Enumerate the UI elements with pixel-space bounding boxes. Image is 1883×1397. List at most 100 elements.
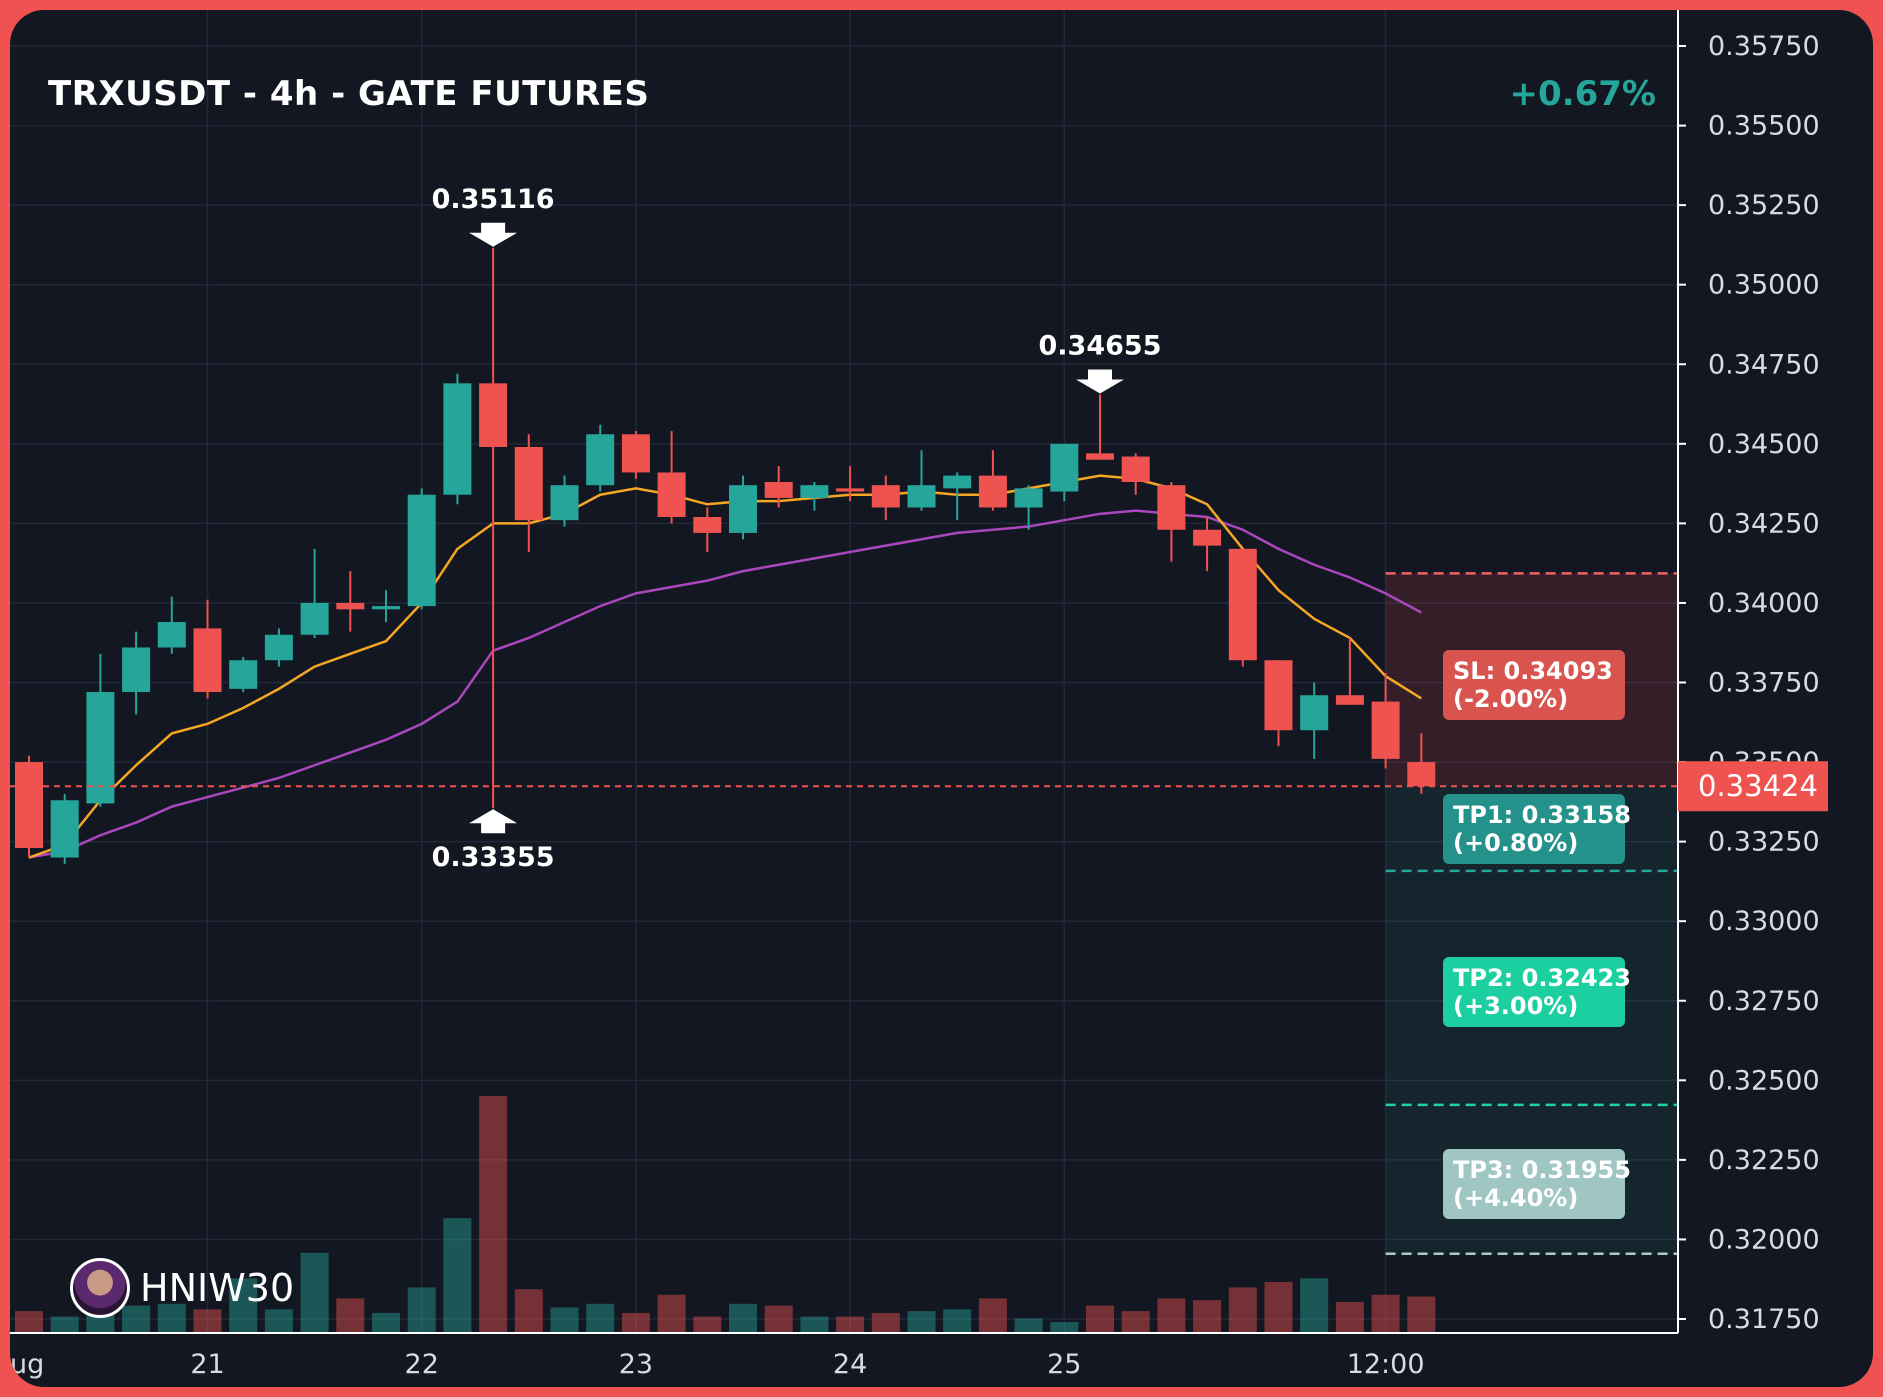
candle-body: [657, 472, 686, 518]
candle-body: [907, 485, 936, 508]
candle-body: [1014, 488, 1043, 508]
candle: [1371, 672, 1400, 769]
high-annotation: 0.35116: [432, 184, 555, 247]
candle: [479, 247, 508, 809]
volume-bar: [729, 1303, 757, 1333]
candle-body: [1228, 548, 1257, 661]
volume-bar: [1086, 1305, 1114, 1333]
candle: [1193, 517, 1222, 572]
candle: [1264, 660, 1293, 747]
level-label-tp1: TP1: 0.33158(+0.80%): [1443, 794, 1631, 864]
candle-body: [800, 485, 829, 498]
candle-body: [693, 517, 722, 533]
candle: [978, 450, 1007, 511]
volume-bar: [550, 1307, 579, 1333]
level-label-price: TP1: 0.33158: [1453, 801, 1631, 829]
candle: [407, 488, 436, 610]
level-label-box: [1443, 650, 1625, 720]
candle-body: [978, 475, 1007, 508]
candle: [800, 482, 829, 511]
volume-bar: [621, 1312, 650, 1333]
y-tick-label: 0.33000: [1708, 906, 1820, 937]
y-tick-label: 0.35750: [1708, 31, 1820, 62]
candle-body: [1050, 443, 1079, 492]
candle: [1407, 733, 1436, 794]
annotation-label: 0.34655: [1039, 330, 1162, 361]
level-label-price: TP2: 0.32423: [1453, 964, 1631, 992]
y-tick-label: 0.34000: [1708, 588, 1820, 619]
volume-bar: [193, 1309, 222, 1333]
candle-body: [836, 488, 865, 492]
candle-body: [1121, 456, 1150, 483]
candle-body: [550, 485, 579, 521]
volume-bar: [1264, 1281, 1293, 1333]
high-annotation: 0.34655: [1039, 330, 1162, 394]
candle-body: [764, 482, 793, 498]
candle: [943, 472, 972, 521]
level-label-box: [1443, 794, 1625, 864]
x-tick-label: 12:00: [1347, 1349, 1425, 1380]
volume-bar: [800, 1316, 829, 1333]
candle: [550, 475, 579, 527]
candle-body: [1264, 660, 1293, 731]
chart-frame: SL: 0.34093 (-2.00%) TP1: 0.33158 (+0.80%) T…: [10, 10, 1873, 1387]
y-tick-label: 0.34250: [1708, 508, 1820, 539]
candle-body: [1371, 701, 1400, 759]
candle: [514, 434, 543, 553]
candle: [372, 590, 400, 623]
volume-bar: [443, 1218, 472, 1333]
candle: [907, 450, 936, 511]
volume-bar: [479, 1096, 508, 1333]
candle-body: [15, 762, 43, 848]
y-tick-label: 0.35000: [1708, 270, 1820, 301]
candle-body: [586, 434, 615, 486]
candle: [621, 431, 650, 479]
level-label-box: [1443, 1149, 1625, 1219]
candle-body: [193, 628, 222, 693]
candle-body: [122, 647, 151, 693]
level-label-price: TP3: 0.31955: [1453, 1156, 1631, 1184]
price-change: +0.67%: [1509, 74, 1656, 114]
volume-bar: [336, 1298, 365, 1333]
candle: [122, 631, 151, 715]
candle: [1300, 682, 1329, 759]
arrow-up-icon: [469, 809, 518, 834]
arrow-down-icon: [1076, 369, 1124, 394]
volume-bar: [1407, 1296, 1436, 1333]
level-label-box: [1443, 957, 1625, 1027]
volume-bar: [1157, 1298, 1186, 1333]
candle-body: [514, 446, 543, 521]
candle-body: [50, 800, 79, 858]
volume-bar: [1014, 1318, 1043, 1333]
candle: [836, 466, 865, 502]
volume-bar: [407, 1287, 436, 1333]
level-label-percent: (+4.40%): [1453, 1184, 1578, 1212]
x-tick-label: 21: [190, 1349, 224, 1380]
volume-bar: [693, 1316, 722, 1333]
candle: [229, 657, 258, 693]
candle-body: [157, 622, 186, 648]
y-tick-label: 0.33250: [1708, 827, 1820, 858]
candle: [1157, 482, 1186, 562]
candle-body: [407, 494, 436, 607]
volume-bar: [943, 1309, 972, 1333]
volume-bar: [657, 1294, 686, 1333]
volume-bar: [300, 1252, 329, 1333]
price-chart[interactable]: SL: 0.34093(-2.00%)TP1: 0.33158(+0.80%)T…: [10, 10, 1873, 1387]
level-label-tp3: TP3: 0.31955(+4.40%): [1443, 1149, 1631, 1219]
avatar: [70, 1258, 130, 1318]
candle: [1228, 548, 1257, 667]
candle-body: [621, 434, 650, 473]
candle-body: [943, 475, 972, 489]
volume-bar: [836, 1316, 865, 1333]
candle: [1121, 453, 1150, 495]
candle: [443, 373, 472, 505]
candle: [1050, 443, 1079, 502]
y-tick-label: 0.32250: [1708, 1145, 1820, 1176]
candle: [657, 431, 686, 524]
candle: [336, 571, 365, 632]
volume-bar: [764, 1305, 793, 1333]
candle: [729, 475, 757, 540]
y-tick-label: 0.32500: [1708, 1065, 1820, 1096]
volume-bar: [122, 1305, 151, 1333]
